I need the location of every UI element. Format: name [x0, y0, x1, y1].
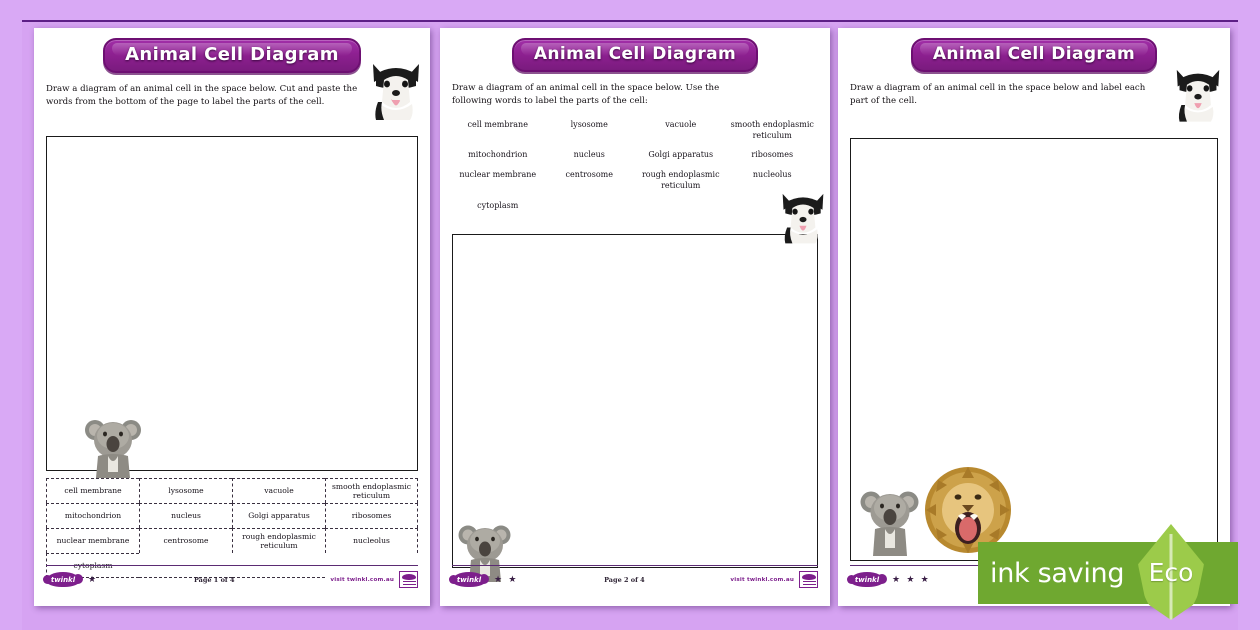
word-card[interactable]: Golgi apparatus — [232, 503, 325, 528]
word-bank-item: lysosome — [570, 119, 608, 129]
word-card[interactable]: rough endoplasmic reticulum — [232, 528, 325, 553]
ink-saving-label: ink saving — [990, 557, 1125, 589]
word-bank-item: vacuole — [665, 119, 697, 129]
page-2-instructions: Draw a diagram of an animal cell in the … — [452, 83, 720, 106]
word-card[interactable]: smooth endoplasmic reticulum — [325, 478, 418, 503]
word-card[interactable]: vacuole — [232, 478, 325, 503]
twinkl-logo[interactable]: twinkl — [449, 572, 489, 587]
cut-row: mitochondrion nucleus Golgi apparatus ri… — [46, 503, 418, 528]
word-bank-item: centrosome — [565, 170, 613, 180]
word-bank-item: cytoplasm — [477, 200, 519, 210]
word-card[interactable]: mitochondrion — [46, 503, 139, 528]
twinkl-logo-label: twinkl — [456, 575, 482, 584]
word-card-empty — [232, 553, 325, 578]
page-1-footer: twinkl ★ Page 1 of 4 visit twinkl.com.au — [43, 565, 418, 588]
page-title: Animal Cell Diagram — [125, 44, 339, 65]
word-card[interactable]: ribosomes — [325, 503, 418, 528]
cut-row: nuclear membrane centrosome rough endopl… — [46, 528, 418, 553]
difficulty-stars: ★ — [88, 574, 99, 584]
word-bank-item: rough endoplasmic reticulum — [641, 170, 720, 190]
word-card[interactable]: centrosome — [139, 528, 232, 553]
background-left-strip — [0, 0, 22, 630]
drawing-area-page-1[interactable] — [46, 136, 418, 471]
drawing-area-page-2[interactable] — [452, 234, 818, 568]
word-card[interactable]: lysosome — [139, 478, 232, 503]
page-2-title-wrap: Animal Cell Diagram — [452, 28, 818, 72]
background-top-strip — [0, 0, 1260, 22]
word-card[interactable]: cell membrane — [46, 478, 139, 503]
word-card[interactable]: nucleolus — [325, 528, 418, 553]
page-number: Page 1 of 4 — [193, 575, 235, 584]
twinkl-logo[interactable]: twinkl — [847, 572, 887, 587]
word-bank-item: mitochondrion — [468, 150, 528, 160]
difficulty-stars: ★ ★ ★ — [892, 574, 931, 584]
leaf-vein — [1169, 534, 1173, 620]
word-bank-item: ribosomes — [751, 150, 794, 160]
page-1-title-banner: Animal Cell Diagram — [103, 38, 361, 73]
page-3-instructions: Draw a diagram of an animal cell in the … — [850, 83, 1146, 106]
certificate-icon — [399, 571, 418, 588]
page-1-title-wrap: Animal Cell Diagram — [46, 28, 418, 73]
visit-url[interactable]: visit twinkl.com.au — [730, 576, 794, 583]
word-bank-item: nucleolus — [752, 170, 792, 180]
worksheet-page-3[interactable]: Animal Cell Diagram Draw a diagram of an… — [838, 28, 1230, 606]
worksheet-page-1[interactable]: Animal Cell Diagram Draw a diagram of an… — [34, 28, 430, 606]
page-1-instructions: Draw a diagram of an animal cell in the … — [46, 84, 358, 107]
ink-saving-eco-badge: ink saving Eco — [978, 524, 1238, 620]
leaf-icon: Eco — [1138, 524, 1204, 620]
difficulty-stars: ★ ★ — [494, 574, 519, 584]
certificate-icon — [799, 571, 818, 588]
page-2-title-banner: Animal Cell Diagram — [511, 38, 759, 72]
page-2-footer: twinkl ★ ★ Page 2 of 4 visit twinkl.com.… — [449, 565, 818, 588]
worksheet-page-2[interactable]: Animal Cell Diagram Draw a diagram of an… — [440, 28, 830, 606]
word-bank-item: nucleus — [573, 150, 605, 160]
page-title: Animal Cell Diagram — [932, 44, 1136, 64]
page-title: Animal Cell Diagram — [533, 44, 737, 64]
word-bank-item: smooth endoplasmic reticulum — [730, 119, 814, 140]
eco-label: Eco — [1148, 557, 1194, 587]
cut-and-paste-word-grid[interactable]: cell membrane lysosome vacuole smooth en… — [46, 478, 418, 578]
word-bank: cell membrane lysosome vacuole smooth en… — [452, 120, 818, 212]
twinkl-logo-label: twinkl — [854, 575, 880, 584]
page-3-title-wrap: Animal Cell Diagram — [850, 28, 1218, 72]
word-bank-item: nuclear membrane — [459, 170, 537, 180]
background-right-strip — [1238, 0, 1260, 630]
word-card-empty — [139, 553, 232, 578]
word-card[interactable]: nuclear membrane — [46, 528, 139, 553]
word-bank-item: Golgi apparatus — [648, 150, 714, 160]
cut-row: cell membrane lysosome vacuole smooth en… — [46, 478, 418, 503]
twinkl-logo-label: twinkl — [50, 575, 76, 584]
drawing-area-page-3[interactable] — [850, 138, 1218, 561]
word-bank-item: cell membrane — [467, 119, 528, 129]
twinkl-logo[interactable]: twinkl — [43, 572, 83, 587]
page-number: Page 2 of 4 — [604, 575, 645, 584]
page-3-title-banner: Animal Cell Diagram — [910, 38, 1158, 72]
visit-url[interactable]: visit twinkl.com.au — [330, 576, 394, 583]
word-card[interactable]: nucleus — [139, 503, 232, 528]
